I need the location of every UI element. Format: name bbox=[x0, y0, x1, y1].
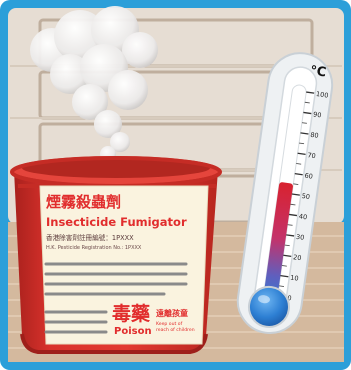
label-poison-chinese: 毒藥 bbox=[112, 302, 151, 325]
thermometer-minor-tick bbox=[299, 142, 305, 145]
thermometer-liquid bbox=[262, 182, 293, 308]
thermometer-tick-label: 60 bbox=[304, 172, 313, 181]
thermometer-tick bbox=[280, 274, 289, 278]
thermometer-tick-label: 80 bbox=[310, 131, 319, 140]
thermometer-tick-label: 20 bbox=[293, 253, 302, 262]
thermometer-tick bbox=[288, 213, 298, 217]
thermometer-minor-tick bbox=[293, 183, 299, 185]
label-poison-english: Poison bbox=[114, 326, 152, 337]
insecticide-fumigator-bucket: 煙霧殺蟲劑 Insecticide Fumigator 香港除害劑註冊編號：1P… bbox=[10, 156, 222, 354]
thermometer-tick bbox=[294, 172, 303, 176]
thermometer-tick bbox=[283, 254, 292, 257]
label-keep-out-english-2: reach of children bbox=[156, 327, 195, 333]
thermometer-tick-label: 70 bbox=[307, 151, 316, 160]
thermometer-tick-label: 100 bbox=[316, 90, 329, 100]
thermometer-unit: °C bbox=[309, 63, 327, 80]
thermometer-minor-tick bbox=[304, 101, 310, 104]
label-title-chinese: 煙霧殺蟲劑 bbox=[46, 193, 121, 211]
thermometer-minor-tick bbox=[284, 244, 290, 247]
thermometer-minor-tick bbox=[287, 224, 293, 226]
label-registration-chinese: 香港除害劑註冊編號：1PXXX bbox=[46, 233, 134, 242]
thermometer-tick-label: 0 bbox=[287, 294, 292, 302]
thermometer-tick-label: 30 bbox=[295, 233, 304, 242]
thermometer-tick-label: 50 bbox=[301, 192, 310, 201]
thermometer-minor-tick bbox=[296, 162, 302, 165]
thermometer-minor-tick bbox=[301, 122, 307, 124]
thermometer-tick bbox=[297, 152, 306, 156]
thermometer-tick-label: 90 bbox=[313, 110, 322, 119]
thermometer-tick bbox=[303, 111, 312, 115]
label-title-english: Insecticide Fumigator bbox=[46, 215, 187, 229]
label-keep-out-english-1: Keep out of bbox=[156, 321, 183, 327]
thermometer-tick bbox=[286, 234, 295, 237]
thermometer-tick-label: 10 bbox=[290, 274, 299, 283]
thermometer-tick bbox=[300, 132, 309, 135]
label-registration-english: H.K. Pesticide Registration No.: 1PXXX bbox=[46, 245, 142, 251]
label-text-lines bbox=[44, 262, 188, 334]
thermometer-minor-tick bbox=[290, 203, 296, 206]
thermometer-tick-label: 40 bbox=[298, 212, 307, 221]
label-keep-out-chinese: 遠離孩童 bbox=[156, 308, 188, 318]
thermometer-minor-tick bbox=[278, 285, 285, 287]
thermometer-tick bbox=[291, 193, 300, 196]
smoke-cloud bbox=[30, 6, 158, 168]
thermometer-minor-tick bbox=[281, 264, 287, 267]
thermometer-tick bbox=[306, 91, 315, 94]
